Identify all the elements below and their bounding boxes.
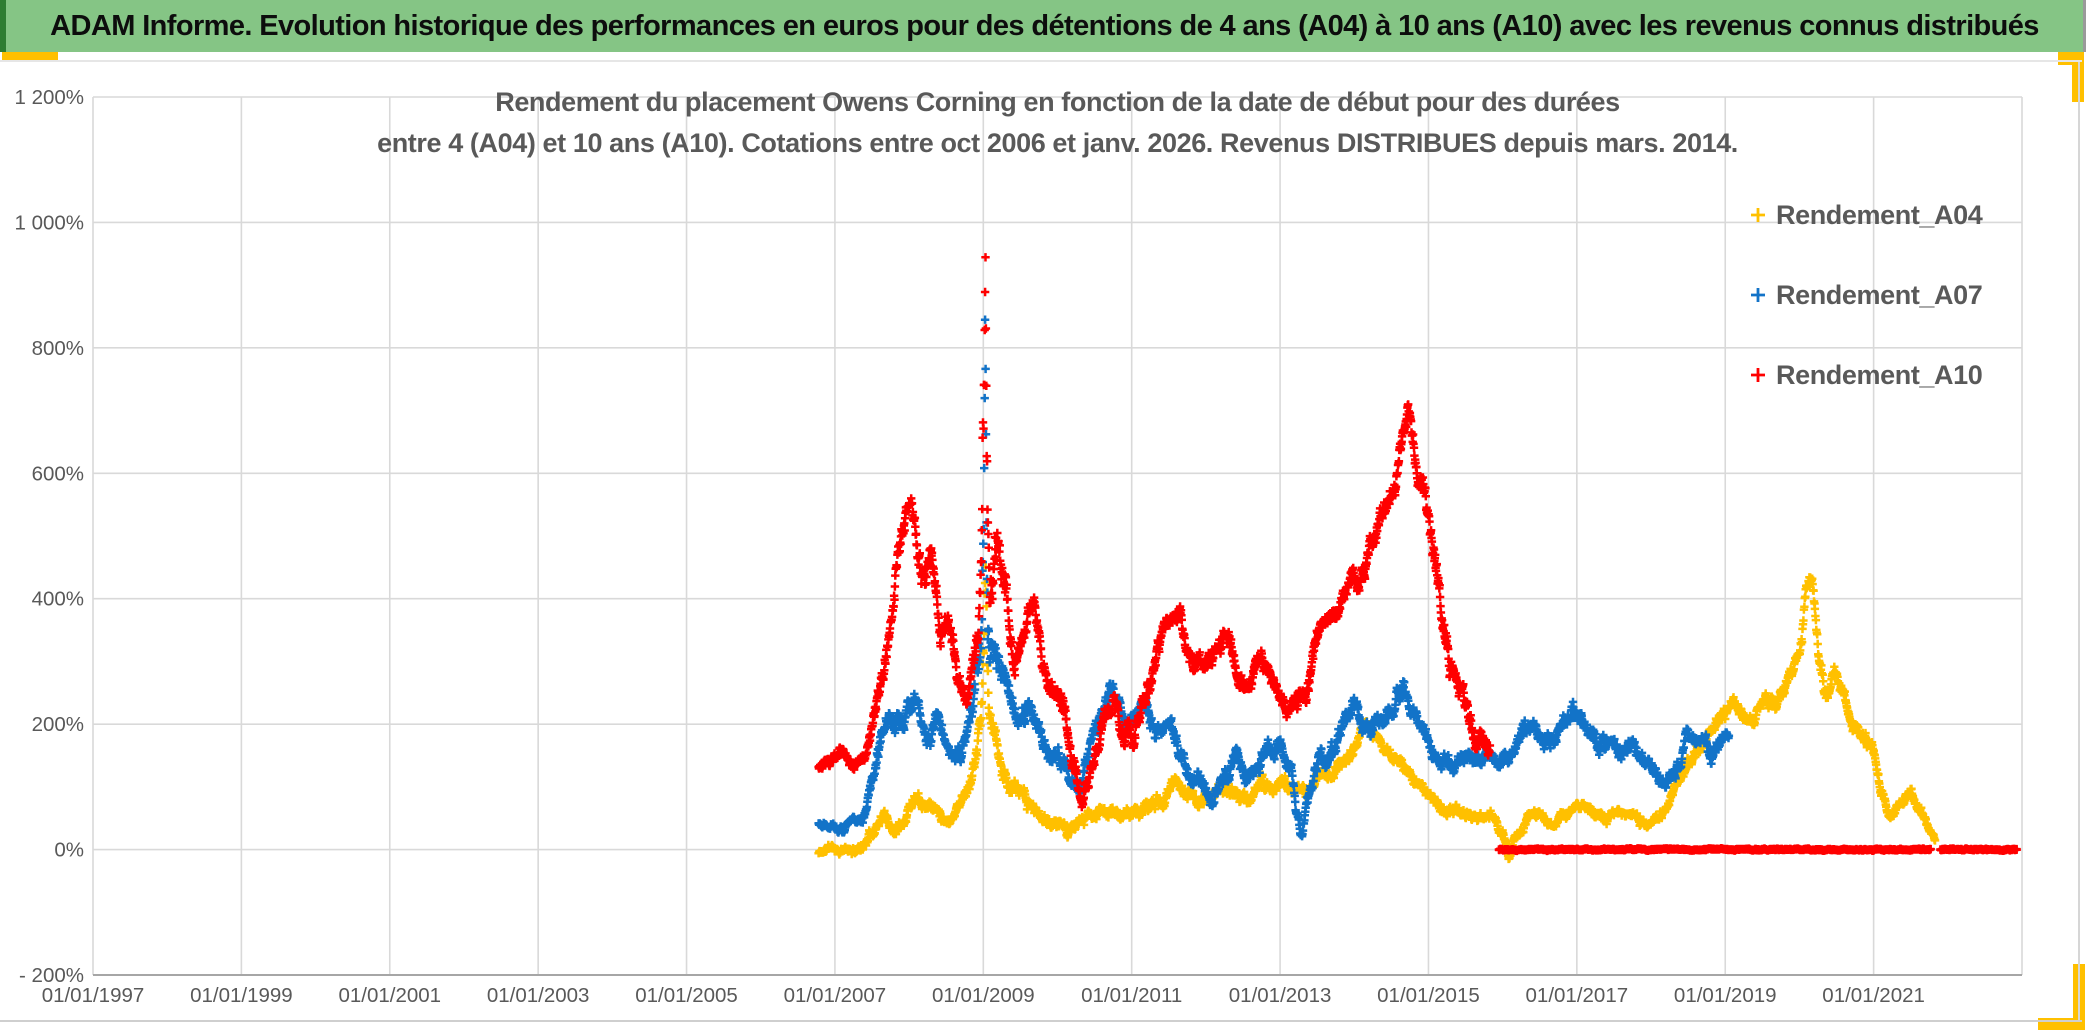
series-Rendement_A07[interactable] [814, 315, 1734, 841]
chart-title-line-1: Rendement du placement Owens Corning en … [495, 87, 1620, 117]
y-tick-label: 0% [54, 839, 84, 862]
x-tick-label: 01/01/2003 [487, 984, 590, 1007]
legend-item-rendement-a07[interactable]: Rendement_A07 [1750, 278, 1983, 312]
chart-title-line-2: entre 4 (A04) et 10 ans (A10). Cotations… [377, 128, 1738, 158]
chart-legend: Rendement_A04 Rendement_A07 Rendement_A1… [1750, 198, 1983, 438]
y-tick-label: 1 000% [14, 211, 84, 234]
y-tick-label: 200% [32, 713, 84, 736]
y-tick-label: 1 200% [14, 86, 84, 109]
banner-left-edge [0, 0, 6, 52]
legend-label: Rendement_A04 [1776, 199, 1983, 230]
x-tick-label: 01/01/2011 [1081, 984, 1182, 1007]
chart-object-border-bottom [0, 1020, 2082, 1022]
plus-marker-icon [1751, 368, 1765, 382]
chart-title: Rendement du placement Owens Corning en … [93, 82, 2022, 164]
y-tick-label: - 200% [19, 964, 84, 987]
series-Rendement_A10[interactable] [814, 253, 2021, 856]
plus-marker-icon [1751, 288, 1765, 302]
y-tick-label: 800% [32, 337, 84, 360]
x-tick-label: 01/01/1999 [190, 984, 293, 1007]
window-right-edge [2083, 0, 2086, 52]
x-tick-label: 01/01/2007 [784, 984, 887, 1007]
x-tick-label: 01/01/2021 [1822, 984, 1925, 1007]
legend-label: Rendement_A10 [1776, 359, 1983, 390]
y-tick-label: 600% [32, 462, 84, 485]
banner-title: ADAM Informe. Evolution historique des p… [50, 9, 2039, 42]
legend-item-rendement-a10[interactable]: Rendement_A10 [1750, 358, 1983, 392]
plus-marker-icon [1751, 208, 1765, 222]
gold-handle-top-left [2, 52, 58, 60]
x-tick-label: 01/01/2013 [1229, 984, 1332, 1007]
chart-object-border-top [0, 60, 2082, 62]
x-tick-label: 01/01/2005 [635, 984, 738, 1007]
x-tick-label: 01/01/1997 [42, 984, 145, 1007]
axis-tick-labels: 1 200%1 000%800%600%400%200%0%- 200%01/0… [14, 86, 1924, 1007]
legend-item-rendement-a04[interactable]: Rendement_A04 [1750, 198, 1983, 232]
x-tick-label: 01/01/2001 [338, 984, 441, 1007]
title-banner: ADAM Informe. Evolution historique des p… [6, 0, 2083, 52]
chart-object-border-right [2078, 62, 2080, 1020]
x-tick-label: 01/01/2015 [1377, 984, 1480, 1007]
series-Rendement_A04[interactable] [814, 562, 1940, 864]
gridlines [92, 96, 2023, 976]
y-tick-label: 400% [32, 588, 84, 611]
x-tick-label: 01/01/2019 [1674, 984, 1777, 1007]
x-tick-label: 01/01/2017 [1526, 984, 1629, 1007]
x-tick-label: 01/01/2009 [932, 984, 1035, 1007]
legend-label: Rendement_A07 [1776, 279, 1983, 310]
